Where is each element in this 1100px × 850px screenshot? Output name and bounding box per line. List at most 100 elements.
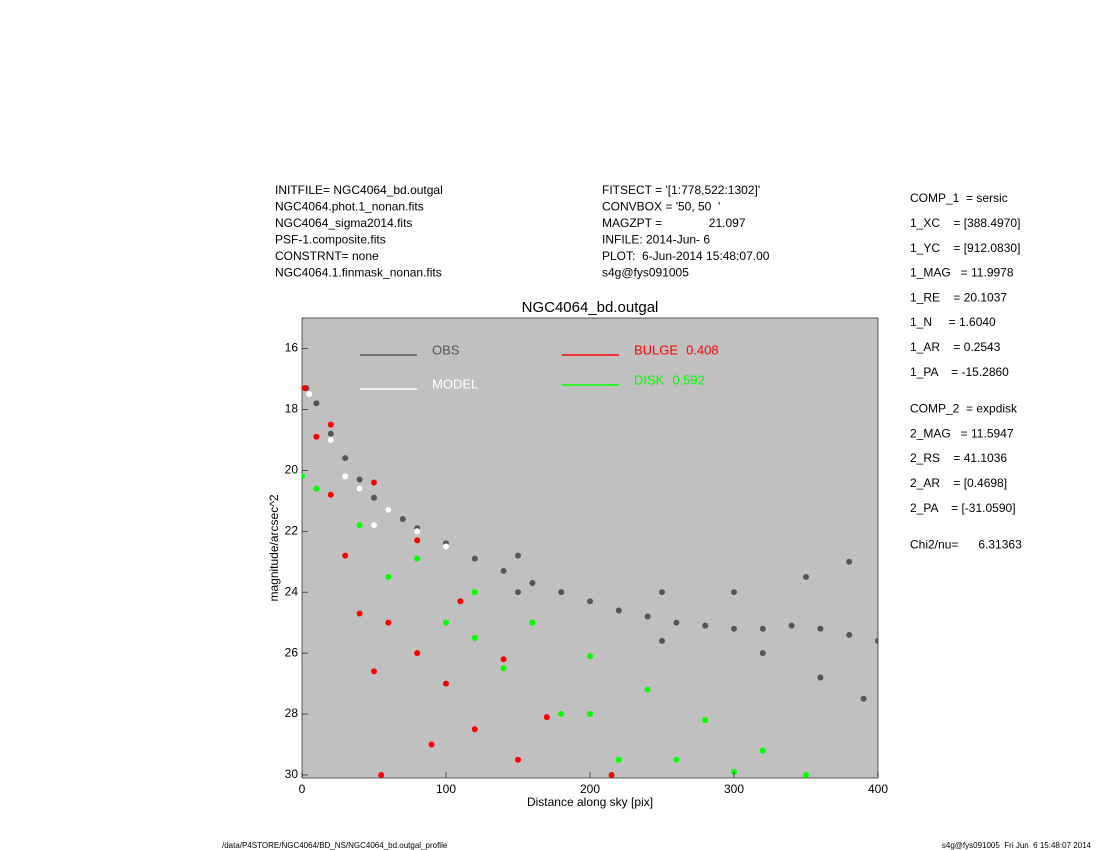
data-point [608,771,615,778]
param-line: 1_AR = 0.2543 [910,340,1001,354]
data-point [342,455,349,462]
info-line: NGC4064.1.finmask_nonan.fits [275,266,442,280]
legend-label: OBS [432,342,460,357]
data-point [673,756,680,763]
data-point [385,619,392,626]
info-line: PLOT: 6-Jun-2014 15:48:07.00 [602,249,770,263]
data-point [788,622,795,629]
data-point [731,768,737,775]
data-point [342,552,349,559]
chart-title: NGC4064_bd.outgal [522,299,659,316]
data-point [759,625,766,632]
x-tick-label: 400 [868,782,888,796]
data-point [615,756,622,763]
y-tick-label: 24 [285,584,299,598]
data-point [702,717,709,724]
data-point [443,543,449,550]
data-point [803,771,809,778]
data-point [817,625,824,632]
data-point [471,726,478,733]
data-point [731,625,737,632]
legend-label: MODEL [432,376,478,391]
data-point [759,747,766,754]
info-line: NGC4064_sigma2014.fits [275,216,412,230]
y-tick-label: 28 [285,706,299,720]
data-point [313,433,320,440]
y-axis-label: magnitude/arcsec^2 [267,494,281,601]
data-point [471,634,478,641]
data-point [457,598,464,605]
data-point [356,610,363,617]
data-point [702,622,709,629]
param-line: COMP_1 = sersic [910,191,1008,205]
info-line: NGC4064.phot.1_nonan.fits [275,200,424,214]
y-tick-label: 18 [285,402,299,416]
data-point [414,555,421,562]
data-point [414,528,421,535]
param-line: 2_PA = [-31.0590] [910,501,1016,515]
info-line: MAGZPT = 21.097 [602,216,746,230]
plot-background [301,317,879,779]
data-point [443,619,449,626]
data-point [673,619,680,626]
data-point [644,686,651,693]
data-point [428,741,435,748]
data-point [327,421,334,428]
data-point [587,653,593,660]
footer-right: s4g@fys091005 Fri Jun 6 15:48:07 2014 [942,841,1092,850]
data-point [306,391,313,398]
info-line: CONVBOX = '50, 50 ' [602,200,720,214]
x-tick-label: 0 [299,782,306,796]
param-line: COMP_2 = expdisk [910,402,1018,416]
data-point [587,598,593,605]
data-point [356,476,363,483]
data-point [385,573,392,580]
data-point [371,479,377,486]
param-line: 2_RS = 41.1036 [910,451,1007,465]
data-point [378,771,385,778]
param-line: 1_PA = -15.2860 [910,365,1009,379]
data-point [846,631,853,638]
x-tick-label: 300 [724,782,744,796]
info-line: INFILE: 2014-Jun- 6 [602,233,710,247]
data-point [471,555,478,562]
data-point [327,436,334,443]
data-point [371,522,377,529]
y-tick-label: 30 [285,767,299,781]
data-point [371,668,377,675]
info-line: INITFILE= NGC4064_bd.outgal [275,183,443,197]
y-tick-label: 20 [285,462,299,476]
data-point [500,656,507,663]
data-point [515,589,521,596]
legend-fraction: 0.408 [686,342,719,357]
param-line: 2_AR = [0.4698] [910,476,1007,490]
data-point [515,756,521,763]
param-line: 1_YC = [912.0830] [910,241,1020,255]
param-line: 1_RE = 20.1037 [910,290,1007,304]
y-tick-label: 22 [285,523,299,537]
legend-label: BULGE [634,342,678,357]
data-point [587,711,593,718]
data-point [846,558,853,565]
data-point [529,580,536,587]
x-axis-label: Distance along sky [pix] [527,795,653,809]
data-point [860,695,867,702]
data-point [414,537,421,544]
info-line: PSF-1.composite.fits [275,233,386,247]
info-line: s4g@fys091005 [602,266,689,280]
footer-left: /data/P4STORE/NGC4064/BD_NS/NGC4064_bd.o… [222,841,448,850]
y-tick-label: 16 [285,341,299,355]
data-point [803,573,809,580]
data-point [327,491,334,498]
param-line: Chi2/nu= 6.31363 [910,538,1022,552]
param-line: 1_MAG = 11.9978 [910,266,1014,280]
data-point [659,637,665,644]
legend-label: DISK [634,372,665,387]
data-point [543,714,550,721]
data-point [500,665,507,672]
param-line: 2_MAG = 11.5947 [910,426,1014,440]
data-point [500,567,507,574]
data-point [385,506,392,513]
data-point [615,607,622,614]
